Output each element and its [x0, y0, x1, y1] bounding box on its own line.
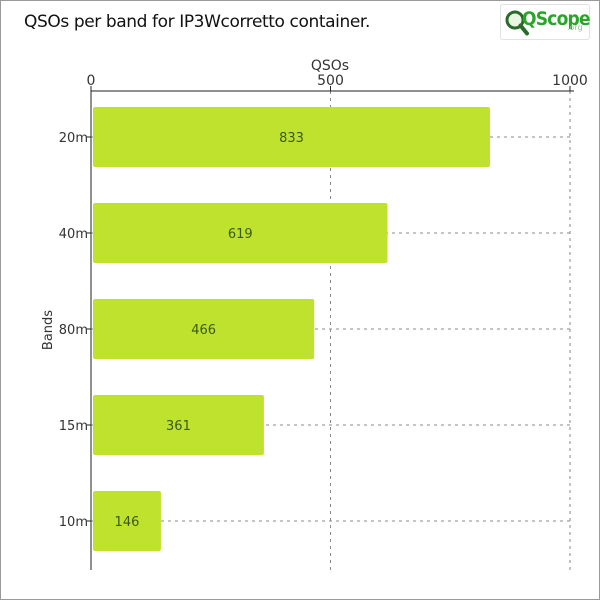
axes: QSOs Bands 20m 40m 80m 15m 10m 0 500 1000 — [41, 58, 588, 570]
x-axis-label: QSOs — [311, 58, 349, 74]
logo-wordmark: QScope — [522, 8, 591, 30]
y-tick-label: 80m — [59, 323, 88, 338]
bar-value-label: 619 — [228, 227, 253, 242]
x-tick-label: 0 — [87, 73, 96, 89]
bar-value-label: 146 — [115, 515, 140, 530]
logo-tld: .org — [567, 23, 583, 32]
chart-title: QSOs per band for IP3Wcorretto container… — [24, 12, 370, 32]
bar-value-label: 361 — [166, 419, 191, 434]
y-tick-label: 10m — [59, 515, 88, 530]
magnifier-q-icon — [505, 10, 529, 36]
bars: 833 619 466 361 146 — [93, 107, 491, 551]
y-axis-label: Bands — [41, 310, 56, 350]
bar-15m — [93, 395, 264, 455]
y-tick-label: 15m — [59, 419, 88, 434]
bar-20m — [93, 107, 491, 167]
bar-value-label: 833 — [279, 131, 304, 146]
y-tick-label: 40m — [59, 227, 88, 242]
y-tick-label: 20m — [59, 131, 88, 146]
bar-40m — [93, 203, 388, 263]
x-tick-label: 1000 — [552, 73, 588, 89]
bar-10m — [93, 491, 161, 551]
x-tick-label: 500 — [317, 73, 344, 89]
bar-80m — [93, 299, 315, 359]
bar-value-label: 466 — [191, 323, 216, 338]
qscope-logo[interactable]: QScope .org — [500, 4, 591, 40]
